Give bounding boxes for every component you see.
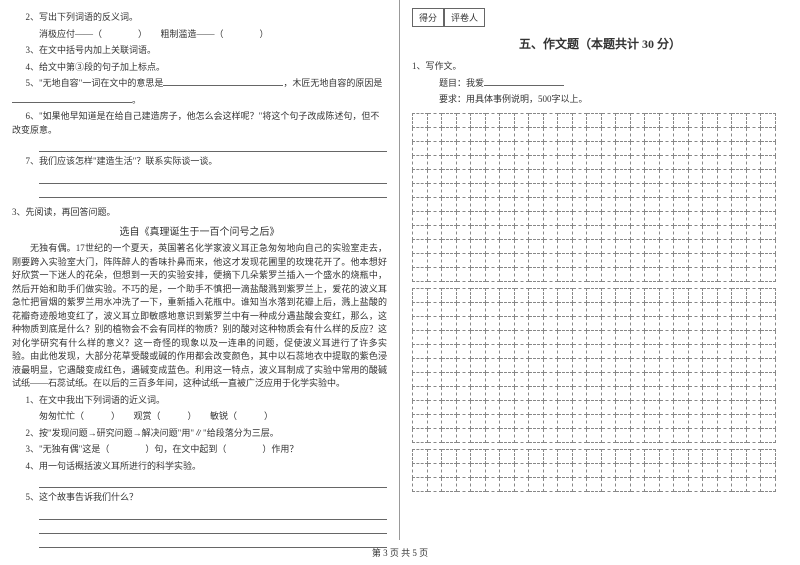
score-label: 得分: [412, 8, 444, 27]
q4: 4、给文中第③段的句子加上标点。: [12, 61, 387, 75]
w2-blank[interactable]: [484, 85, 564, 86]
q7: 7、我们应该怎样"建造生活"？联系实际谈一谈。: [12, 155, 387, 169]
grader-label: 评卷人: [444, 8, 485, 27]
sq1-synonyms: 匆匆忙忙（ ） 观赏（ ） 敏锐（ ）: [12, 410, 387, 424]
q2-antonyms: 消极应付——（ ） 粗制滥造——（ ）: [12, 28, 387, 42]
w2: 题目：我爱: [412, 77, 788, 91]
q5-blank1[interactable]: [163, 85, 283, 86]
sq5: 5、这个故事告诉我们什么？: [12, 491, 387, 505]
section-title: 五、作文题（本题共计 30 分）: [412, 35, 788, 52]
sq1: 1、在文中我出下列词语的近义词。: [12, 394, 387, 408]
w2-label: 题目：我爱: [439, 78, 484, 88]
q6-answer-line[interactable]: [39, 140, 387, 152]
sq3: 3、"无独有偶"这是（ ）句，在文中起到（ ）作用？: [12, 443, 387, 457]
item3: 3、先阅读，再回答问题。: [12, 206, 387, 220]
w1: 1、写作文。: [412, 60, 788, 74]
sq5-answer-line1[interactable]: [39, 508, 387, 520]
q5-a: 5、"无地自容"一词在文中的意思是: [26, 78, 164, 88]
sq4: 4、用一句话概括波义耳所进行的科学实验。: [12, 460, 387, 474]
q7-answer-line1[interactable]: [39, 172, 387, 184]
grid-block-2[interactable]: [412, 288, 776, 443]
grid-block-1[interactable]: [412, 113, 776, 282]
composition-grid[interactable]: [412, 113, 788, 492]
q5-b: ，木匠无地自容的原因是: [283, 78, 382, 88]
sq5-answer-line2[interactable]: [39, 522, 387, 534]
q5-c: 。: [132, 95, 141, 105]
q3: 3、在文中括号内加上关联词语。: [12, 44, 387, 58]
page-footer: 第 3 页 共 5 页: [0, 546, 800, 559]
q6: 6、"如果他早知道是在给自己建造房子，他怎么会这样呢？"将这个句子改成陈述句，但…: [12, 110, 387, 137]
sq2: 2、按"发现问题→研究问题→解决问题"用"∥"给段落分为三层。: [12, 427, 387, 441]
w3: 要求：用具体事例说明，500字以上。: [412, 93, 788, 107]
passage-body: 无独有偶。17世纪的一个夏天，英国著名化学家波义耳正急匆匆地向自己的实验室走去，…: [12, 242, 387, 391]
q5: 5、"无地自容"一词在文中的意思是 ，木匠无地自容的原因是: [12, 77, 387, 91]
sq4-answer-line[interactable]: [39, 476, 387, 488]
q7-answer-line2[interactable]: [39, 186, 387, 198]
right-column: 得分 评卷人 五、作文题（本题共计 30 分） 1、写作文。 题目：我爱 要求：…: [400, 0, 800, 540]
q2: 2、写出下列词语的反义词。: [12, 11, 387, 25]
left-column: 2、写出下列词语的反义词。 消极应付——（ ） 粗制滥造——（ ） 3、在文中括…: [0, 0, 400, 540]
passage-title: 选自《真理诞生于一百个问号之后》: [12, 223, 387, 238]
score-box: 得分 评卷人: [412, 8, 485, 27]
grid-block-3[interactable]: [412, 449, 776, 492]
q5-blank2[interactable]: [12, 102, 132, 103]
q5-line2: 。: [12, 94, 387, 108]
